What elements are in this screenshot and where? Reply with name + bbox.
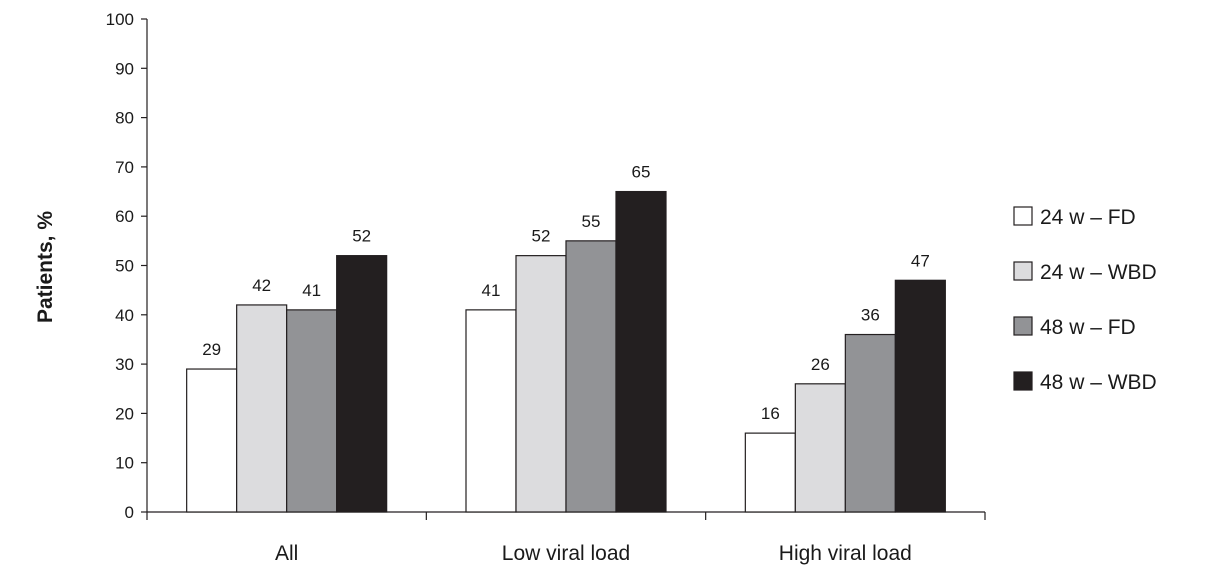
data-label: 47 — [911, 251, 930, 270]
data-labels: 29 42 41 52 41 52 55 65 16 26 36 47 — [202, 163, 930, 424]
y-tick-label: 50 — [115, 257, 134, 276]
data-label: 41 — [482, 281, 501, 300]
y-tick-label: 90 — [115, 59, 134, 78]
y-tick-label: 40 — [115, 306, 134, 325]
legend-label: 24 w – FD — [1040, 206, 1136, 229]
x-axis-categories: All Low viral load High viral load — [275, 542, 912, 565]
data-label: 42 — [252, 276, 271, 295]
bar — [894, 279, 946, 513]
data-label: 65 — [632, 163, 651, 182]
data-label: 55 — [582, 212, 601, 231]
legend-swatch — [1013, 371, 1033, 391]
bar — [844, 333, 896, 513]
y-axis-label: Patients, % — [34, 211, 57, 323]
data-label: 16 — [761, 404, 780, 423]
y-tick-label: 100 — [106, 10, 134, 29]
legend-swatch — [1013, 261, 1033, 281]
bar — [565, 240, 617, 513]
y-tick-label: 60 — [115, 207, 134, 226]
chart-bars — [186, 190, 946, 513]
legend-label: 48 w – FD — [1040, 316, 1136, 339]
data-label: 52 — [532, 227, 551, 246]
bar — [465, 309, 517, 513]
y-tick-label: 80 — [115, 109, 134, 128]
y-tick-label: 20 — [115, 404, 134, 423]
bar — [336, 255, 388, 513]
y-tick-label: 0 — [125, 503, 134, 522]
legend-label: 24 w – WBD — [1040, 261, 1157, 284]
legend: 24 w – FD 24 w – WBD 48 w – FD 48 w – WBD — [1013, 206, 1157, 394]
x-category-label: High viral load — [779, 542, 912, 565]
y-axis-ticks: 0 10 20 30 40 50 60 70 80 90 100 — [106, 10, 147, 522]
legend-swatch — [1013, 206, 1033, 226]
x-category-label: Low viral load — [502, 542, 630, 565]
bar — [515, 255, 567, 513]
data-label: 26 — [811, 355, 830, 374]
bar — [794, 383, 846, 513]
bar — [236, 304, 288, 513]
legend-label: 48 w – WBD — [1040, 371, 1157, 394]
bar — [186, 368, 238, 513]
data-label: 41 — [302, 281, 321, 300]
x-category-label: All — [275, 542, 298, 565]
bar — [286, 309, 338, 513]
y-tick-label: 70 — [115, 158, 134, 177]
data-label: 29 — [202, 340, 221, 359]
data-label: 52 — [352, 227, 371, 246]
y-tick-label: 30 — [115, 355, 134, 374]
bar — [615, 190, 667, 513]
bar — [744, 432, 796, 513]
y-tick-label: 10 — [115, 454, 134, 473]
data-label: 36 — [861, 306, 880, 325]
legend-swatch — [1013, 316, 1033, 336]
